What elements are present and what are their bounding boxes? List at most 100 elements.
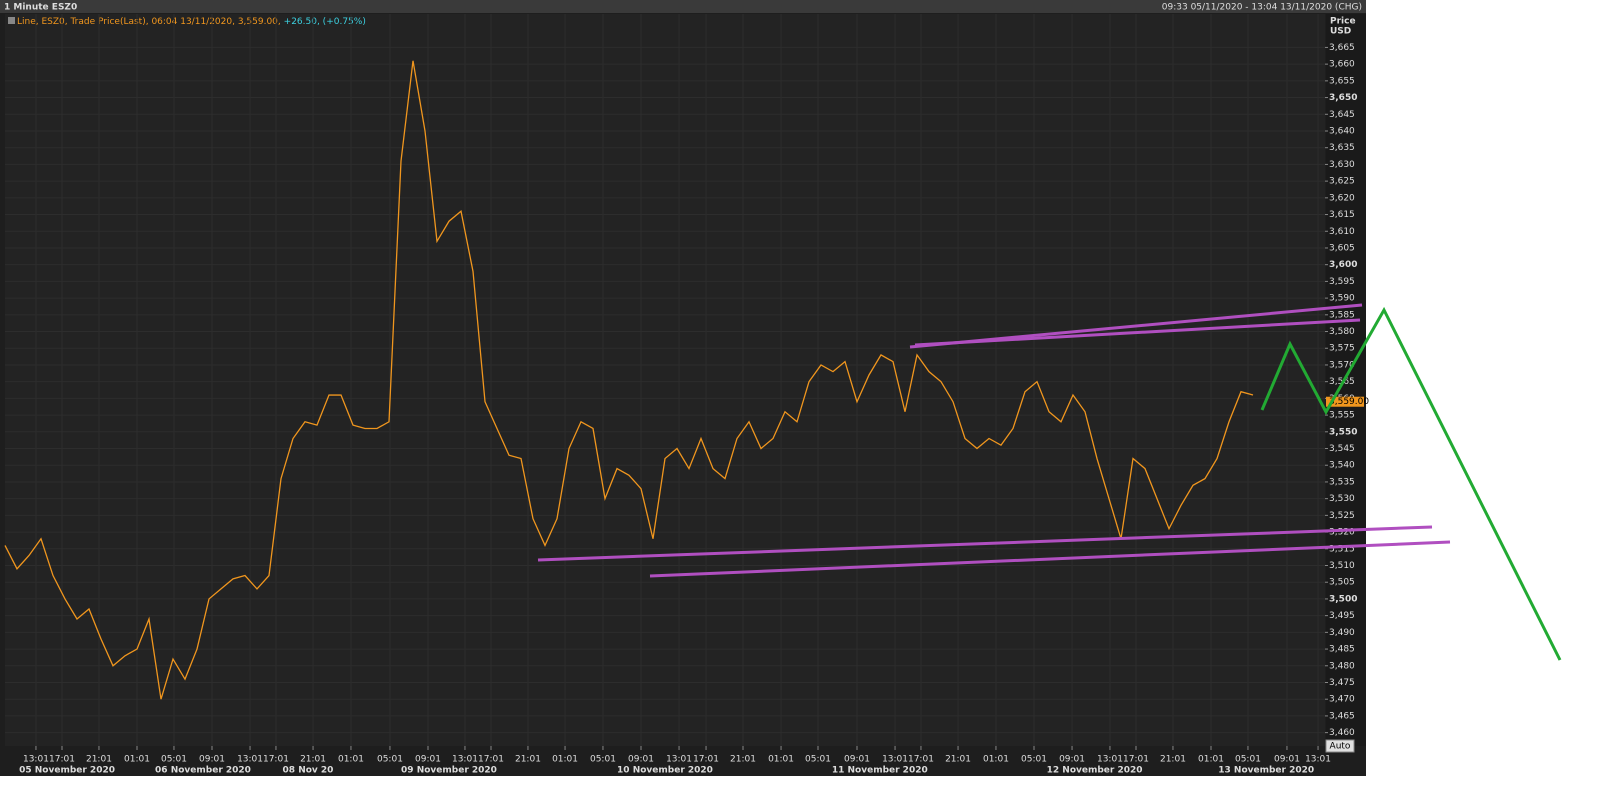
y-tick-label: 3,635 (1329, 143, 1355, 153)
x-tick-label: 05:01 (377, 755, 403, 765)
x-tick-label: 01:01 (124, 755, 150, 765)
last-price-tag (1326, 396, 1364, 407)
x-tick-label: 05:01 (590, 755, 616, 765)
auto-button-label[interactable]: Auto (1330, 742, 1351, 752)
y-tick-label: 3,485 (1329, 645, 1355, 655)
x-tick-label: 21:01 (945, 755, 971, 765)
x-tick-label: 17:01 (478, 755, 504, 765)
x-tick-label: 09:01 (1059, 755, 1085, 765)
x-tick-label: 13:01 (23, 755, 49, 765)
x-tick-label: 17:01 (49, 755, 75, 765)
y-tick-label: 3,615 (1329, 210, 1355, 220)
plot-area (5, 14, 1325, 746)
x-tick-label: 13:01 (452, 755, 478, 765)
x-tick-label: 17:01 (908, 755, 934, 765)
y-tick-label: 3,590 (1329, 294, 1355, 304)
y-tick-label: 3,585 (1329, 310, 1355, 320)
chart-title: 1 Minute ESZ0 (4, 3, 77, 13)
trend-line (649, 540, 1451, 578)
drawings (537, 303, 1562, 661)
y-tick-label: 3,605 (1329, 243, 1355, 253)
x-tick-label: 13:01 (882, 755, 908, 765)
x-tick-label: 13:01 (1097, 755, 1123, 765)
x-tick-label: 05:01 (805, 755, 831, 765)
y-tick-label: 3,525 (1329, 511, 1355, 521)
x-tick-label: 05:01 (1235, 755, 1261, 765)
y-tick-label: 3,475 (1329, 678, 1355, 688)
range-label: 09:33 05/11/2020 - 13:04 13/11/2020 (CHG… (1162, 3, 1362, 13)
x-tick-label: 01:01 (1198, 755, 1224, 765)
last-price-label: 3,559.00 (1329, 397, 1369, 407)
x-tick-label: 13:01 (666, 755, 692, 765)
date-label: 10 November 2020 (617, 766, 713, 776)
y-tick-label: 3,545 (1329, 444, 1355, 454)
legend-icon (8, 17, 15, 24)
y-tick-label: 3,570 (1329, 360, 1355, 370)
x-tick-label: 13:01 (237, 755, 263, 765)
y-tick-label: 3,500 (1329, 594, 1357, 604)
y-tick-label: 3,515 (1329, 544, 1355, 554)
y-tick-label: 3,575 (1329, 344, 1355, 354)
x-tick-label: 09:01 (1274, 755, 1300, 765)
x-tick-label: 13:01 (1305, 755, 1331, 765)
y-tick-label: 3,620 (1329, 193, 1355, 203)
trend-line (914, 318, 1361, 347)
price-line (4, 60, 1254, 700)
x-tick-label: 09:01 (415, 755, 441, 765)
grid: 3,460 3,465 3,470 3,475 3,480 3,485 3,490 3,495… (5, 14, 1357, 776)
x-tick-label: 21:01 (300, 755, 326, 765)
date-label: 08 Nov 20 (283, 766, 334, 776)
trend-line (537, 525, 1433, 562)
date-label: 09 November 2020 (401, 766, 497, 776)
x-tick-label: 09:01 (199, 755, 225, 765)
y-axis-unit: USD (1330, 27, 1351, 37)
marks: 3,559.00 (4, 60, 1369, 700)
x-tick-label: 17:01 (263, 755, 289, 765)
y-tick-label: 3,645 (1329, 110, 1355, 120)
x-tick-label: 17:01 (1123, 755, 1149, 765)
y-tick-label: 3,505 (1329, 578, 1355, 588)
y-tick-label: 3,580 (1329, 327, 1355, 337)
y-tick-label: 3,480 (1329, 661, 1355, 671)
legend-change: +26.50, (+0.75%) (284, 17, 366, 27)
date-label: 12 November 2020 (1047, 766, 1143, 776)
x-tick-label: 09:01 (844, 755, 870, 765)
y-tick-label: 3,460 (1329, 728, 1355, 738)
y-tick-label: 3,610 (1329, 227, 1355, 237)
x-tick-label: 09:01 (628, 755, 654, 765)
date-label: 05 November 2020 (19, 766, 115, 776)
date-label: 06 November 2020 (155, 766, 251, 776)
x-tick-label: 21:01 (515, 755, 541, 765)
x-tick-label: 01:01 (552, 755, 578, 765)
x-tick-label: 17:01 (693, 755, 719, 765)
y-tick-label: 3,665 (1329, 43, 1355, 53)
auto-button[interactable] (1325, 739, 1355, 753)
y-tick-label: 3,470 (1329, 695, 1355, 705)
y-tick-label: 3,600 (1329, 260, 1357, 270)
y-tick-label: 3,595 (1329, 277, 1355, 287)
y-tick-label: 3,640 (1329, 126, 1355, 136)
y-tick-label: 3,660 (1329, 60, 1355, 70)
y-tick-label: 3,520 (1329, 528, 1355, 538)
y-tick-label: 3,530 (1329, 494, 1355, 504)
y-tick-label: 3,510 (1329, 561, 1355, 571)
y-tick-label: 3,555 (1329, 411, 1355, 421)
legend-part: Line, ESZ0, Trade Price(Last), 06:04 13/… (17, 17, 281, 27)
date-label: 13 November 2020 (1218, 766, 1314, 776)
x-tick-label: 01:01 (768, 755, 794, 765)
projection-line (1260, 306, 1562, 661)
y-tick-label: 3,465 (1329, 711, 1355, 721)
y-axis-panel (1326, 14, 1366, 746)
y-tick-label: 3,535 (1329, 477, 1355, 487)
date-label: 11 November 2020 (832, 766, 928, 776)
x-tick-label: 01:01 (338, 755, 364, 765)
y-tick-label: 3,625 (1329, 177, 1355, 187)
y-tick-label: 3,630 (1329, 160, 1355, 170)
y-tick-label: 3,490 (1329, 628, 1355, 638)
x-tick-label: 05:01 (1021, 755, 1047, 765)
x-tick-label: 21:01 (1160, 755, 1186, 765)
x-tick-label: 21:01 (730, 755, 756, 765)
y-tick-label: 3,495 (1329, 611, 1355, 621)
